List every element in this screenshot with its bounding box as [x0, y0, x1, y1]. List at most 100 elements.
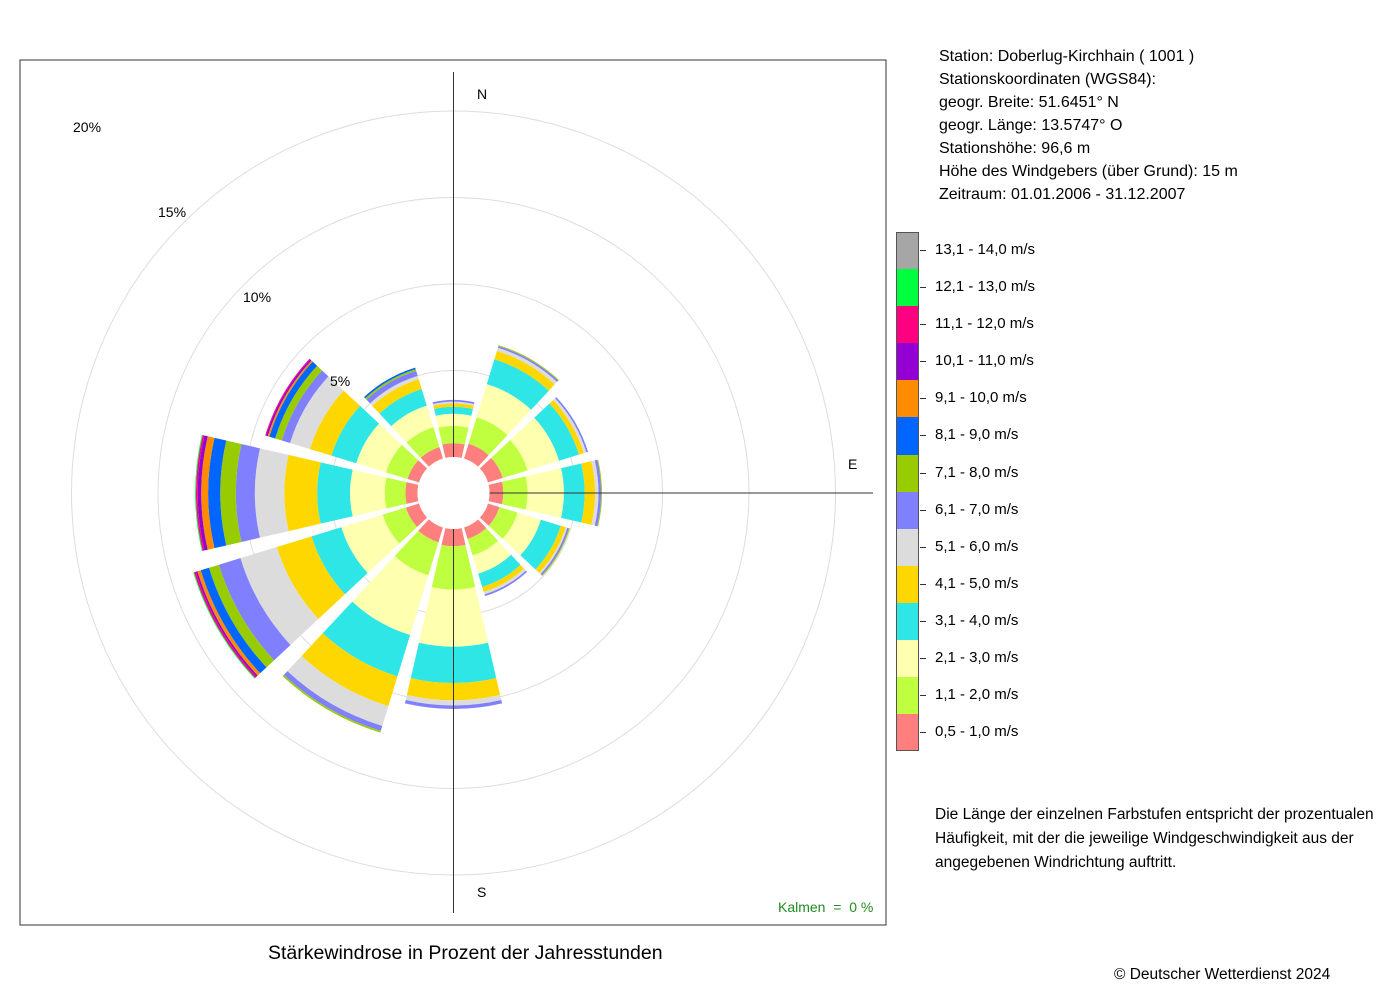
- sector-segment: [341, 514, 400, 574]
- sector-segment: [240, 547, 319, 645]
- sector-segment: [496, 347, 558, 385]
- legend-label: 9,1 - 10,0 m/s: [935, 389, 1027, 407]
- legend-label: 0,5 - 1,0 m/s: [935, 723, 1019, 741]
- sector-segment: [195, 434, 203, 552]
- sector-segment: [275, 365, 323, 441]
- legend-swatch: [896, 528, 919, 566]
- sector-segment: [591, 460, 599, 526]
- sector-segment: [484, 570, 528, 597]
- sector-segment: [494, 351, 555, 391]
- legend-tick: [920, 620, 926, 622]
- sector-30deg: [464, 345, 559, 467]
- sector-segment: [520, 519, 561, 570]
- sector-segment: [539, 527, 568, 575]
- sector-330deg: [364, 367, 443, 467]
- legend-label: 4,1 - 5,0 m/s: [935, 574, 1019, 592]
- explanation-note: Die Länge der einzelnen Farbstufen entsp…: [935, 806, 1374, 871]
- sector-segment: [555, 397, 589, 453]
- sector-segment: [464, 519, 487, 540]
- sector-segment: [488, 507, 518, 539]
- legend-tick: [920, 695, 926, 697]
- legend-swatch: [896, 602, 919, 641]
- legend-label: 1,1 - 2,0 m/s: [935, 686, 1019, 704]
- sector-segment: [322, 601, 411, 677]
- sector-segment: [364, 367, 416, 399]
- legend-swatch: [896, 491, 919, 529]
- station-longitude: geogr. Länge: 13.5747° O: [939, 117, 1123, 134]
- compass-east-label: E: [848, 456, 857, 472]
- station-altitude: Stationshöhe: 96,6 m: [939, 140, 1091, 157]
- sector-segment: [510, 417, 560, 471]
- sector-segment: [366, 370, 418, 404]
- legend-swatch: [896, 417, 919, 455]
- copyright: © Deutscher Wetterdienst 2024: [1114, 966, 1331, 983]
- sector-segment: [535, 525, 566, 574]
- center-hole: [417, 457, 490, 529]
- sector-segment: [468, 417, 508, 456]
- sector-segment: [405, 482, 419, 504]
- sector-segment: [391, 405, 434, 443]
- sector-segment: [254, 448, 289, 538]
- sector-segment: [331, 405, 380, 464]
- sector-segment: [197, 570, 261, 676]
- sector-segment: [276, 536, 345, 620]
- sector-segment: [486, 359, 549, 410]
- legend-label: 5,1 - 6,0 m/s: [935, 537, 1019, 555]
- legend-tick: [920, 324, 926, 326]
- legend-label: 7,1 - 8,0 m/s: [935, 463, 1019, 481]
- sector-segment: [309, 390, 361, 456]
- compass-south-label: S: [477, 884, 486, 900]
- sector-segment: [287, 655, 389, 726]
- legend-tick: [920, 732, 926, 734]
- sector-segment: [352, 556, 429, 635]
- legend-swatch: [896, 640, 919, 678]
- sector-segment: [384, 477, 407, 509]
- ring-label-5: 5%: [330, 373, 350, 389]
- sector-segment: [208, 564, 275, 668]
- sector-segment: [235, 444, 260, 542]
- sector-segment: [404, 700, 503, 709]
- sector-segment: [479, 503, 500, 526]
- sector-segment: [467, 528, 499, 556]
- legend-tick: [920, 435, 926, 437]
- sector-segment: [479, 457, 503, 483]
- sector-150deg: [464, 519, 528, 597]
- legend-label: 2,1 - 3,0 m/s: [935, 649, 1019, 667]
- sector-segment: [350, 469, 387, 517]
- sector-segment: [405, 694, 502, 706]
- sector-segment: [482, 564, 525, 592]
- legend-swatch: [896, 269, 919, 307]
- sector-segment: [218, 558, 291, 661]
- legend-swatch: [896, 380, 919, 418]
- sector-segment: [365, 369, 417, 400]
- sector-segment: [464, 443, 489, 467]
- sector-segment: [472, 540, 512, 574]
- legend-label: 12,1 - 13,0 m/s: [935, 278, 1036, 296]
- ring-label-20: 20%: [73, 119, 101, 135]
- sector-120deg: [479, 503, 570, 576]
- sector-segment: [478, 554, 521, 587]
- sector-segment: [283, 671, 383, 731]
- legend-label: 13,1 - 14,0 m/s: [935, 241, 1036, 258]
- sector-segment: [476, 384, 532, 436]
- station-coords-heading: Stationskoordinaten (WGS84):: [939, 71, 1156, 88]
- sector-segment: [311, 527, 368, 595]
- sector-segment: [418, 519, 443, 543]
- station-name: Station: Doberlug-Kirchhain ( 1001 ): [939, 48, 1195, 65]
- sector-segment: [407, 460, 428, 483]
- sector-segment: [369, 375, 419, 406]
- sector-segment: [301, 633, 398, 707]
- legend-swatch: [896, 677, 919, 715]
- legend-tick: [920, 287, 926, 289]
- legend-swatch: [896, 343, 919, 381]
- sector-segment: [553, 398, 587, 454]
- sector-270deg: [195, 434, 419, 552]
- sector-300deg: [265, 358, 428, 483]
- sector-segment: [432, 401, 475, 406]
- legend-tick: [920, 509, 926, 511]
- legend-label: 8,1 - 9,0 m/s: [935, 426, 1019, 444]
- sector-segment: [208, 437, 227, 549]
- legend-label: 11,1 - 12,0 m/s: [935, 315, 1034, 333]
- sector-segment: [201, 436, 215, 550]
